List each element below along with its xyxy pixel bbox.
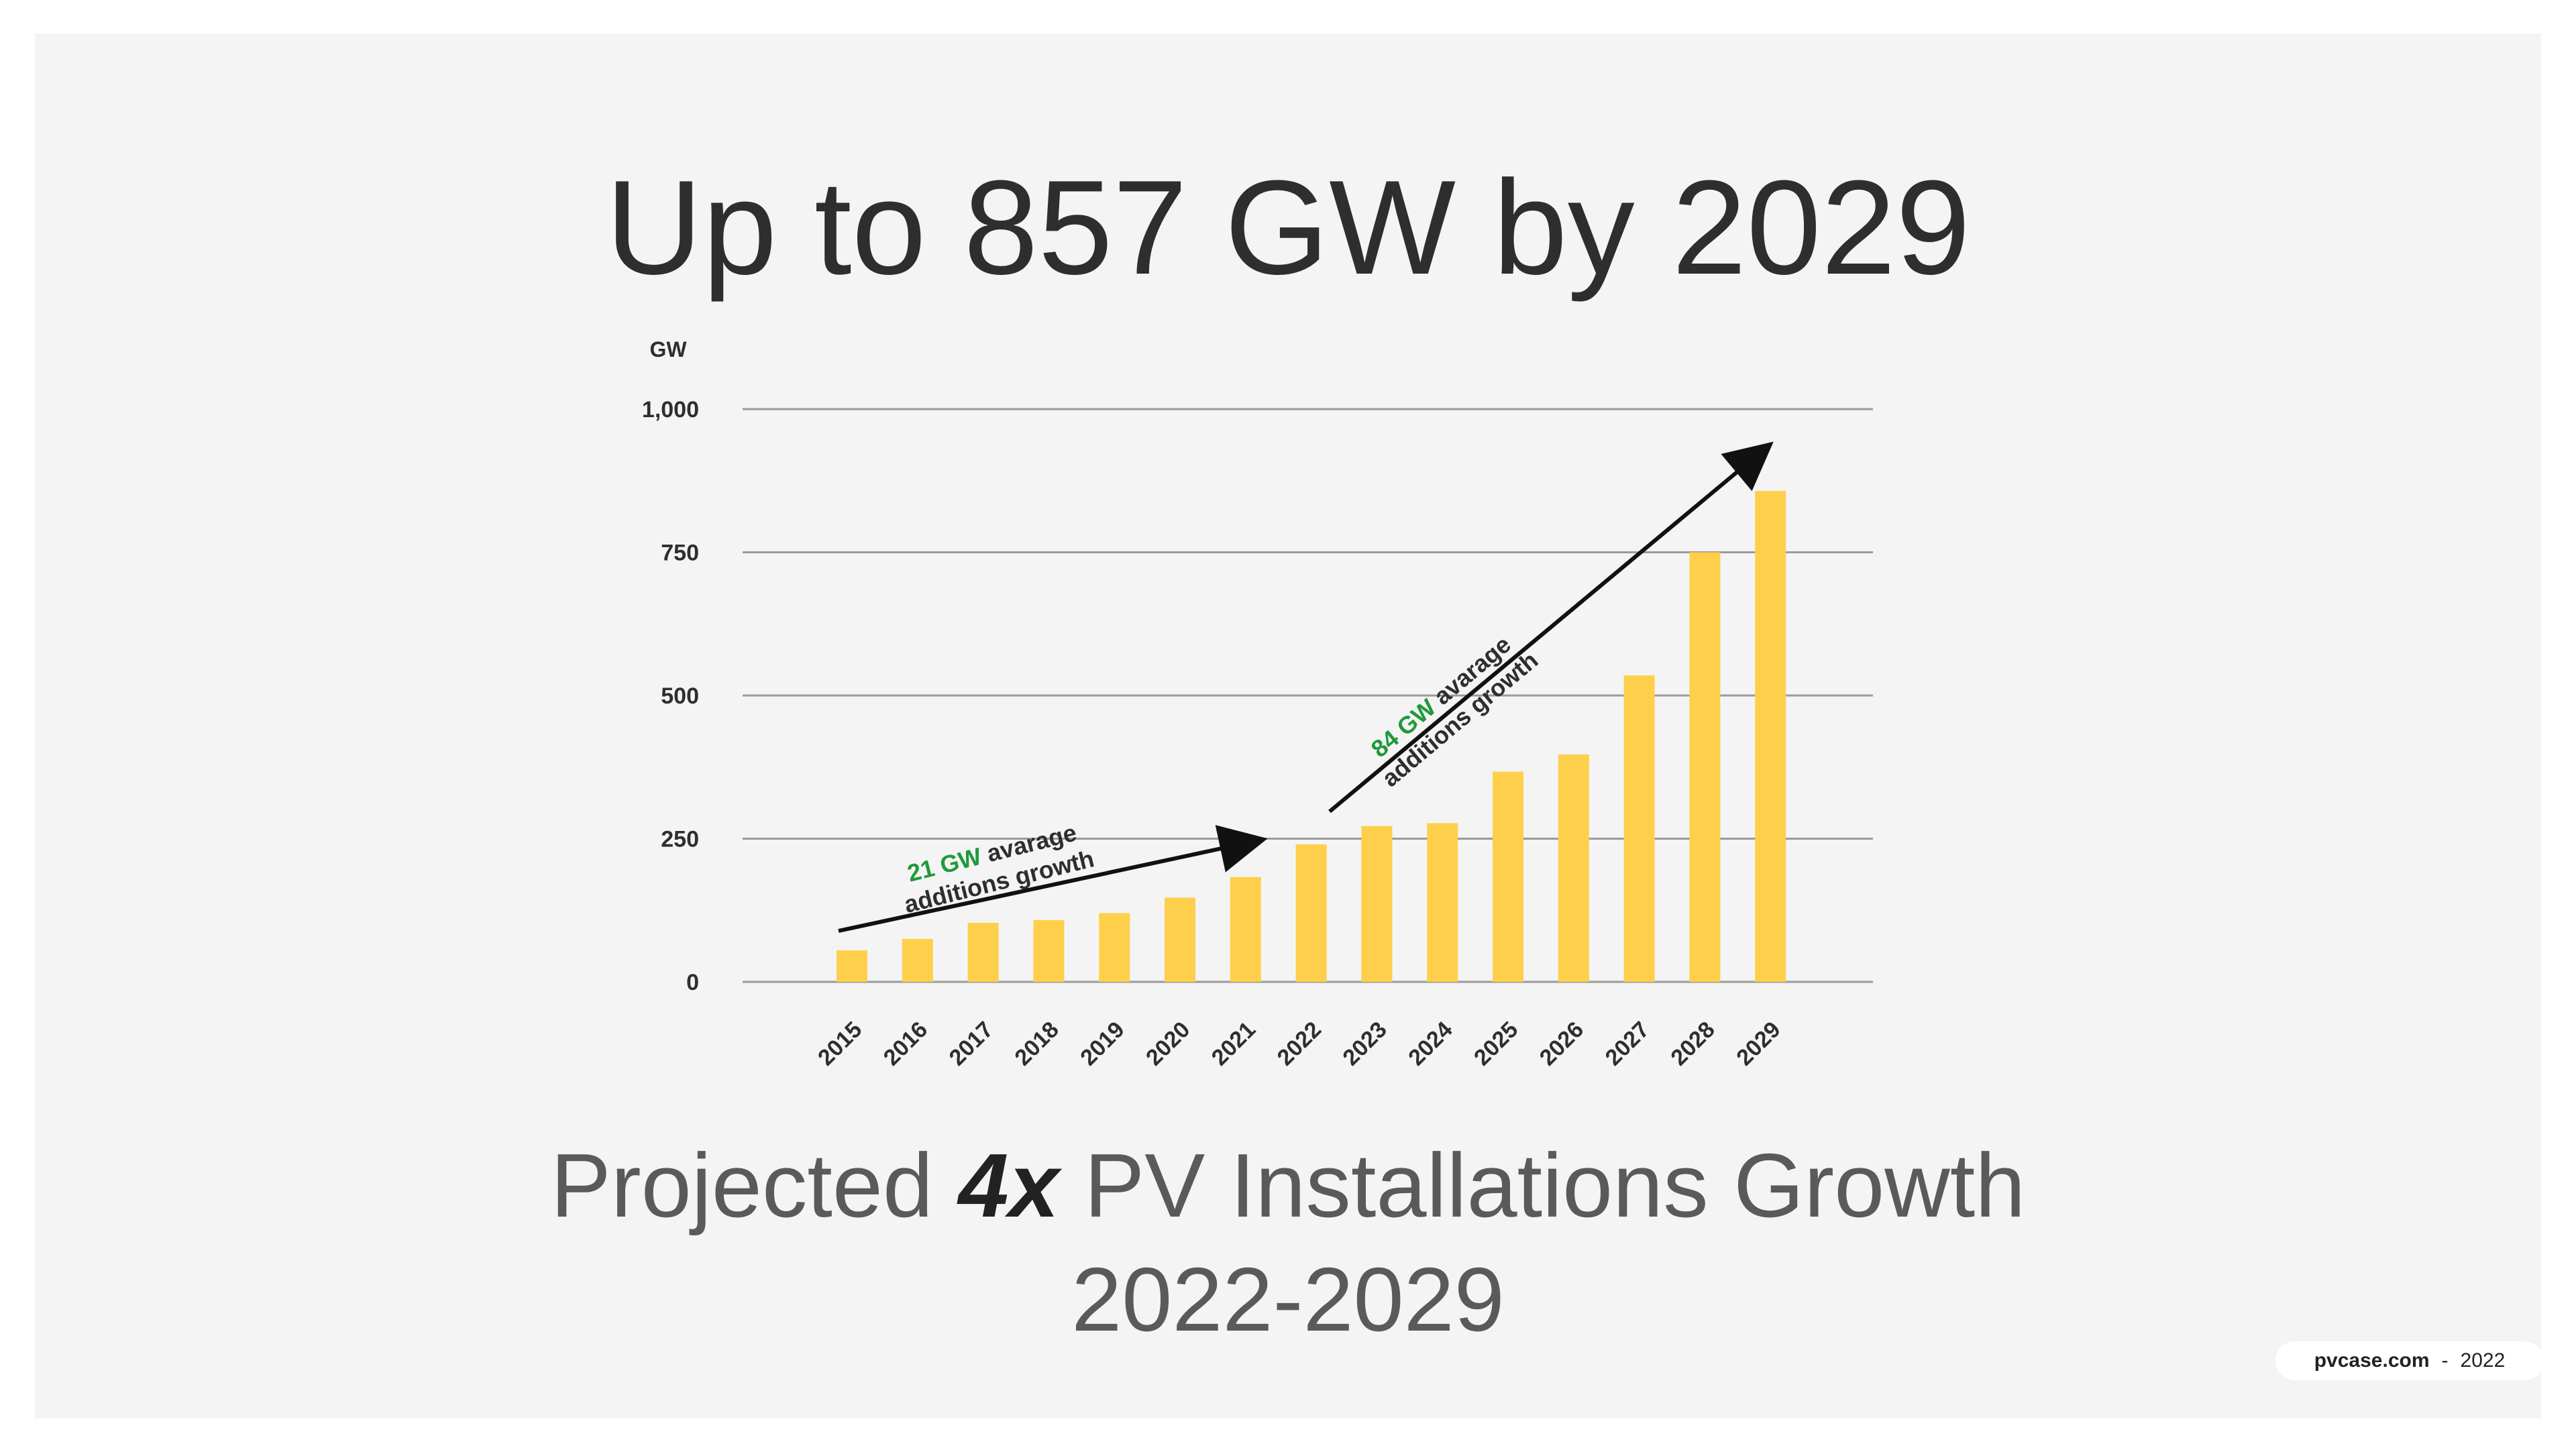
- y-unit-label: GW: [649, 337, 687, 361]
- headline-prefix: Up to: [605, 153, 964, 302]
- x-tick-label: 2024: [1403, 1017, 1457, 1070]
- headline-highlight: 857 GW: [957, 153, 1462, 302]
- x-tick-label: 2016: [879, 1017, 932, 1070]
- subtitle-suffix: PV Installations Growth: [1059, 1135, 2026, 1236]
- bar-2028: [1689, 552, 1721, 982]
- subtitle-line-1: Projected 4x PV Installations Growth: [35, 1140, 2541, 1231]
- y-tick-label: 750: [661, 541, 699, 566]
- bar-2016: [902, 938, 933, 982]
- bar-2024: [1427, 823, 1458, 982]
- bar-2025: [1493, 771, 1523, 982]
- bars: [837, 491, 1786, 982]
- footer-badge: pvcase.com - 2022: [2275, 1341, 2544, 1380]
- growth-arrow: [1328, 441, 1774, 814]
- x-tick-label: 2029: [1731, 1017, 1785, 1070]
- x-tick-label: 2027: [1601, 1017, 1654, 1070]
- bar-2026: [1558, 754, 1589, 982]
- subtitle-line-2: 2022-2029: [1071, 1249, 1505, 1350]
- x-tick-label: 2023: [1338, 1017, 1391, 1070]
- x-tick-label: 2026: [1535, 1017, 1589, 1070]
- x-tick-label: 2025: [1469, 1017, 1523, 1070]
- bar-2029: [1755, 491, 1786, 982]
- bar-2017: [967, 923, 999, 982]
- bar-2018: [1033, 919, 1065, 982]
- footer-year: 2022: [2460, 1349, 2506, 1372]
- footer-site: pvcase.com: [2314, 1349, 2430, 1372]
- x-tick-label: 2022: [1273, 1017, 1326, 1070]
- bar-2021: [1230, 877, 1261, 982]
- x-tick-label: 2017: [945, 1017, 998, 1070]
- bar-2027: [1623, 675, 1655, 982]
- y-tick-label: 250: [661, 827, 699, 852]
- headline-suffix: by 2029: [1455, 153, 1971, 302]
- bar-2020: [1165, 897, 1195, 982]
- headline: Up to 857 GW by 2029: [35, 161, 2541, 295]
- bar-2022: [1295, 844, 1327, 982]
- x-tick-label: 2018: [1010, 1017, 1063, 1070]
- y-tick-label: 0: [686, 970, 699, 995]
- x-tick-label: 2021: [1207, 1017, 1260, 1070]
- bar-2015: [837, 950, 867, 982]
- bar-2023: [1361, 826, 1393, 982]
- y-tick-label: 1,000: [642, 397, 699, 423]
- growth-arrow: [838, 825, 1268, 933]
- slide: Up to 857 GW by 2029 GW 0 250 500 750 1,000 20…: [35, 34, 2544, 1418]
- x-tick-label: 2020: [1141, 1017, 1195, 1070]
- x-tick-label: 2019: [1075, 1017, 1129, 1070]
- y-tick-label: 500: [661, 683, 699, 709]
- x-tick-label: 2015: [813, 1017, 867, 1070]
- subtitle-prefix: Projected: [550, 1135, 959, 1236]
- footer-separator: -: [2441, 1349, 2449, 1372]
- x-tick-label: 2028: [1666, 1017, 1719, 1070]
- bar-2019: [1099, 913, 1130, 982]
- subtitle-emphasis: 4x: [958, 1135, 1059, 1236]
